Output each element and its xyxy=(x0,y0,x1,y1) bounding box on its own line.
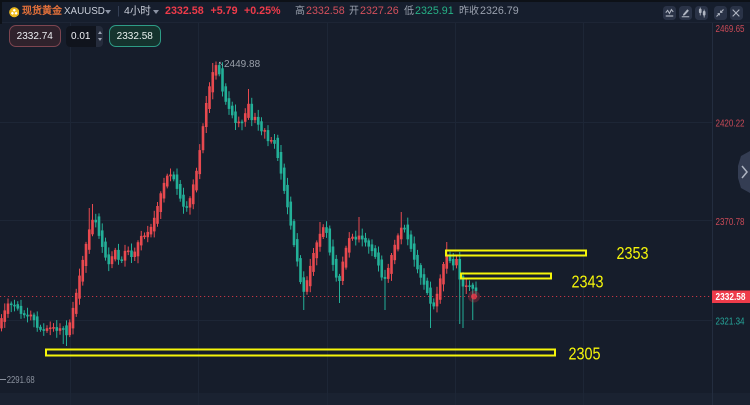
svg-text:2321.34: 2321.34 xyxy=(716,317,745,328)
svg-text:2449.88: 2449.88 xyxy=(224,59,261,70)
svg-text:2305: 2305 xyxy=(569,344,601,364)
svg-text:2469.65: 2469.65 xyxy=(716,24,745,35)
svg-text:2370.78: 2370.78 xyxy=(716,217,745,228)
svg-text:2291.68: 2291.68 xyxy=(7,375,35,386)
svg-text:2332.58: 2332.58 xyxy=(716,292,746,303)
svg-text:2420.22: 2420.22 xyxy=(716,119,745,130)
svg-text:2343: 2343 xyxy=(572,272,604,292)
svg-text:↖: ↖ xyxy=(218,61,224,68)
svg-text:2353: 2353 xyxy=(617,243,649,263)
